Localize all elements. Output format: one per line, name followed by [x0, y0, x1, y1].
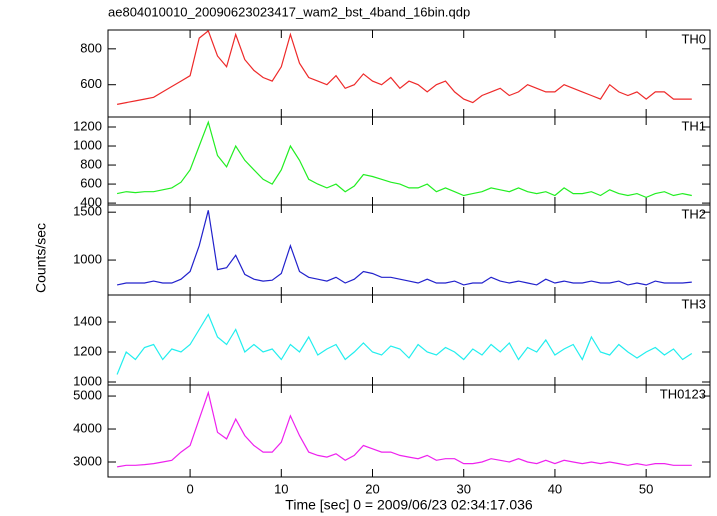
light-curve: [116, 390, 692, 468]
y-tick-label: 1000: [73, 137, 102, 152]
y-tick-label: 600: [80, 176, 102, 191]
chart-title: ae804010010_20090623023417_wam2_bst_4ban…: [108, 4, 470, 19]
x-tick-label: 40: [548, 481, 562, 496]
y-tick-label: 800: [80, 156, 102, 171]
y-tick-label: 800: [80, 40, 102, 55]
y-tick-label: 1000: [73, 251, 102, 266]
y-tick-label: 1000: [73, 373, 102, 388]
panel-label: TH0: [681, 31, 706, 46]
y-tick-label: 1400: [73, 313, 102, 328]
y-tick-label: 400: [80, 195, 102, 210]
x-tick-label: 10: [274, 481, 288, 496]
y-tick-label: 1200: [73, 118, 102, 133]
x-tick-label: 30: [456, 481, 470, 496]
panel-frame: [107, 294, 711, 386]
x-axis-label: Time [sec] 0 = 2009/06/23 02:34:17.036: [285, 497, 533, 513]
y-tick-label: 4000: [73, 420, 102, 435]
panel-frame: [107, 116, 711, 206]
y-tick-label: 3000: [73, 453, 102, 468]
y-axis-label: Counts/sec: [33, 223, 49, 293]
panel-label: TH3: [681, 296, 706, 311]
panel-label: TH1: [681, 118, 706, 133]
y-tick-label: 1500: [73, 204, 102, 219]
light-curve: [116, 313, 693, 375]
light-curve: [116, 29, 692, 105]
panel-frame: [107, 384, 711, 478]
panel-label: TH0123: [660, 386, 706, 401]
x-tick-label: 50: [639, 481, 653, 496]
y-tick-label: 600: [80, 76, 102, 91]
panel-label: TH2: [681, 206, 706, 221]
y-tick-label: 5000: [73, 387, 102, 402]
x-tick-label: 20: [365, 481, 379, 496]
light-curve: [116, 210, 692, 286]
x-tick-label: 0: [186, 481, 193, 496]
light-curve: [116, 120, 692, 199]
y-tick-label: 1200: [73, 343, 102, 358]
